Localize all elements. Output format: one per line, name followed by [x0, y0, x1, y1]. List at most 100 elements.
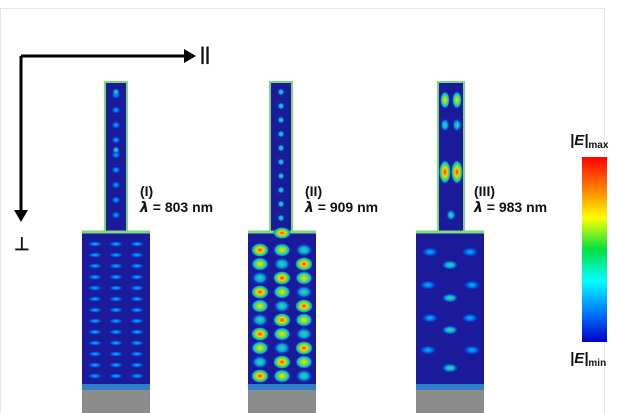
- field-spot: [277, 102, 285, 110]
- field-spot: [251, 243, 269, 257]
- field-spot: [129, 307, 145, 313]
- field-spot: [251, 355, 269, 369]
- field-spot: [251, 299, 269, 313]
- field-spot: [108, 285, 124, 291]
- field-spot: [129, 285, 145, 291]
- colorbar-min-label: |E|min: [570, 350, 607, 369]
- field-spot: [129, 241, 145, 247]
- colorbar-gradient: [582, 157, 607, 342]
- field-spot: [108, 263, 124, 269]
- field-spot: [277, 214, 285, 222]
- field-spot: [251, 285, 269, 299]
- field-spot: [295, 243, 313, 257]
- field-spot: [440, 118, 450, 132]
- field-spot: [439, 160, 451, 184]
- field-spot: [277, 200, 285, 208]
- field-spot: [108, 351, 124, 357]
- field-spot: [273, 355, 291, 369]
- field-spot: [273, 285, 291, 299]
- field-spot: [87, 318, 103, 324]
- field-spot: [129, 373, 145, 379]
- field-spot: [295, 341, 313, 355]
- panel-1-structure: [82, 81, 150, 413]
- frame-top-border: [0, 8, 604, 9]
- field-spot: [108, 373, 124, 379]
- field-spot: [273, 227, 291, 239]
- field-spot: [129, 296, 145, 302]
- field-spot: [273, 257, 291, 271]
- field-spot: [277, 144, 285, 152]
- field-spot: [277, 88, 285, 96]
- field-spot: [251, 313, 269, 327]
- field-spot: [108, 362, 124, 368]
- field-spot: [277, 130, 285, 138]
- perpendicular-axis-label: ⊥: [14, 234, 30, 254]
- field-spot: [87, 252, 103, 258]
- panel-1-roman: (I): [140, 183, 154, 199]
- field-spot: [87, 296, 103, 302]
- field-spot: [295, 313, 313, 327]
- panel-3-wavelength: = 983 nm: [486, 199, 548, 215]
- field-spot: [129, 252, 145, 258]
- field-spot: [129, 329, 145, 335]
- panel-3-label: (III) λ = 983 nm: [474, 183, 547, 216]
- field-spot: [87, 241, 103, 247]
- field-spot: [108, 296, 124, 302]
- field-spot: [87, 340, 103, 346]
- field-spot: [273, 313, 291, 327]
- field-spot: [111, 121, 121, 129]
- field-spot: [108, 252, 124, 258]
- panel-3-lambda: λ: [474, 200, 483, 216]
- panel-3-roman: (III): [474, 183, 495, 199]
- field-spot: [87, 373, 103, 379]
- field-spot: [251, 341, 269, 355]
- field-spot: [419, 345, 437, 355]
- field-spot: [108, 340, 124, 346]
- field-spot: [129, 318, 145, 324]
- field-spot: [108, 318, 124, 324]
- field-spot: [446, 209, 456, 221]
- field-spot: [295, 271, 313, 285]
- field-spot: [111, 211, 121, 219]
- panel-2-lambda: λ: [305, 200, 314, 216]
- field-spot: [273, 271, 291, 285]
- field-spot: [87, 329, 103, 335]
- parallel-arrow-head: [184, 49, 196, 63]
- field-spot: [87, 285, 103, 291]
- field-spot: [295, 355, 313, 369]
- field-spot: [461, 313, 479, 323]
- field-spot: [251, 327, 269, 341]
- field-spot: [273, 327, 291, 341]
- panel-1-lambda: λ: [140, 200, 149, 216]
- field-spot: [461, 247, 479, 257]
- field-spot: [463, 345, 481, 355]
- field-spot: [295, 257, 313, 271]
- panel-3-field-spots: [419, 91, 481, 373]
- field-spot: [451, 160, 463, 184]
- field-spot: [277, 116, 285, 124]
- panel-2-label: (II) λ = 909 nm: [305, 183, 378, 216]
- field-spot: [112, 146, 120, 154]
- panel-2-wavelength: = 909 nm: [317, 199, 379, 215]
- panel-1-substrate-layer: [82, 384, 150, 390]
- field-spot: [273, 369, 291, 383]
- frame-left-border: [0, 8, 1, 413]
- field-spot: [295, 299, 313, 313]
- field-spot: [129, 351, 145, 357]
- field-spot: [108, 241, 124, 247]
- field-spot: [112, 88, 120, 96]
- field-spot: [441, 325, 459, 335]
- field-spot: [421, 313, 439, 323]
- field-spot: [111, 181, 121, 189]
- field-spot: [273, 299, 291, 313]
- field-spot: [87, 263, 103, 269]
- panel-1-field-spots: [87, 88, 145, 379]
- field-spot: [251, 257, 269, 271]
- field-spot: [441, 293, 459, 303]
- field-spot: [251, 369, 269, 383]
- field-spot: [295, 327, 313, 341]
- field-spot: [419, 280, 437, 290]
- field-spot: [251, 271, 269, 285]
- field-spot: [87, 307, 103, 313]
- field-spot: [440, 91, 450, 109]
